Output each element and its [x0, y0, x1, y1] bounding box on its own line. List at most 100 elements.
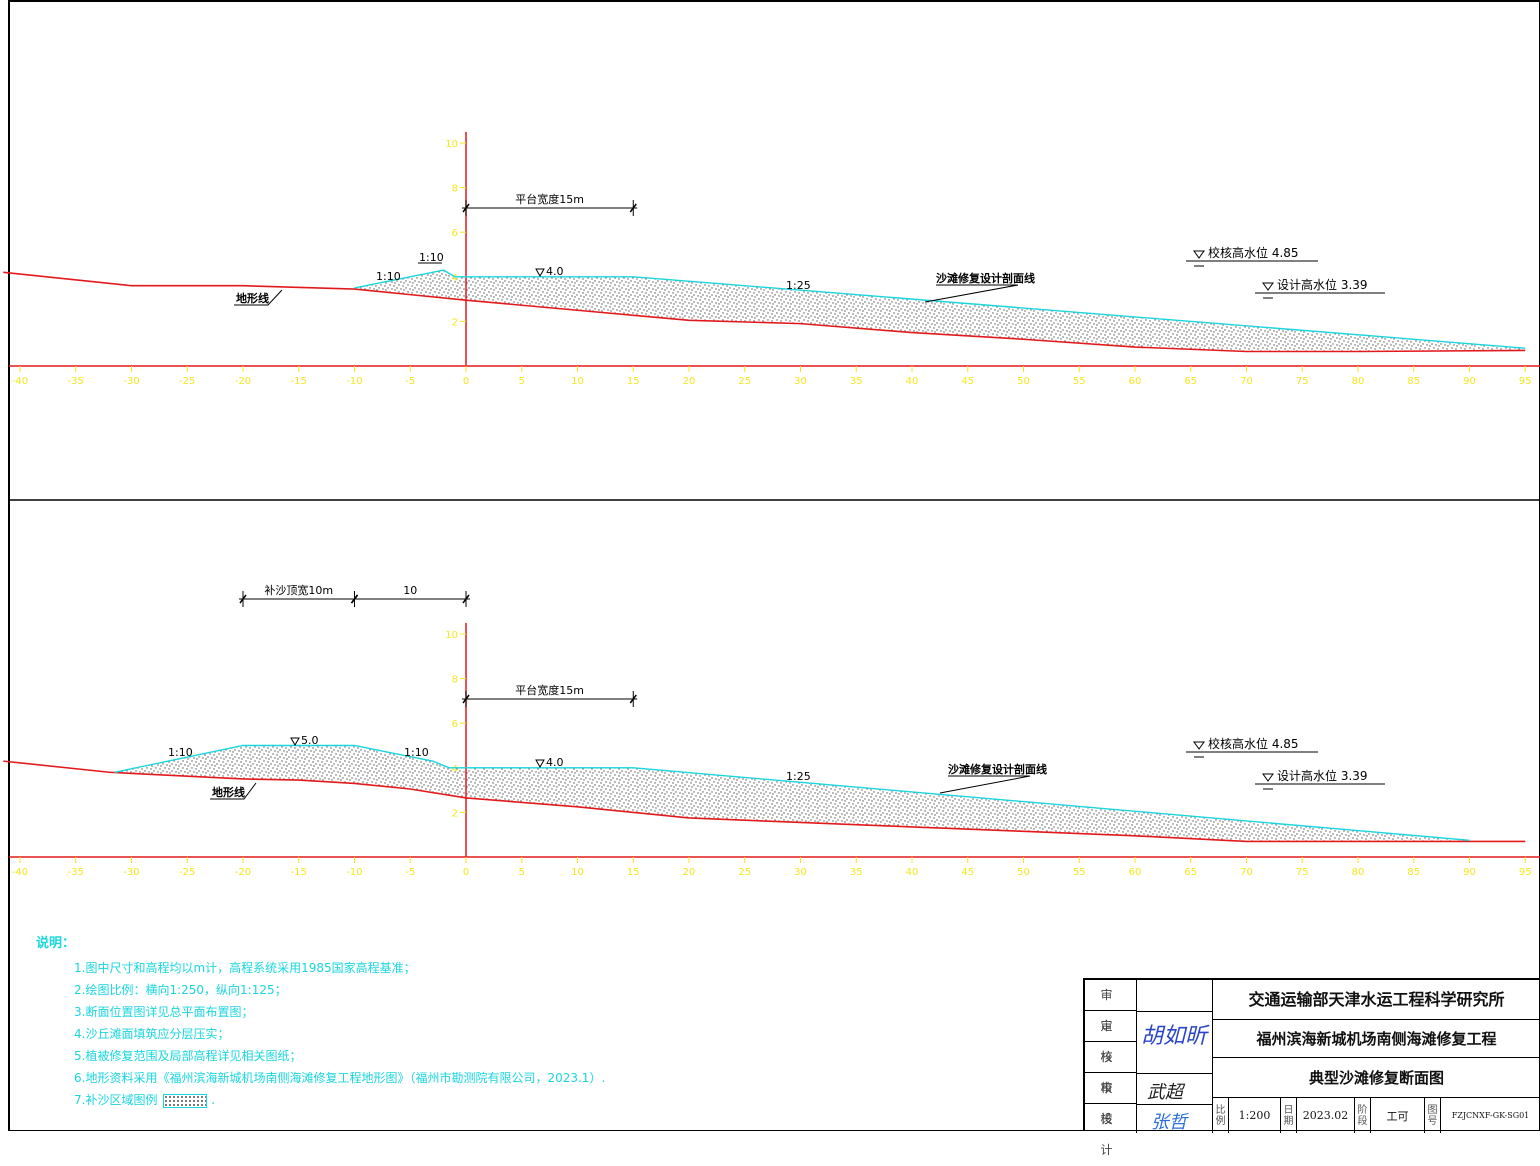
section-1: -40 -35 -30 -25 -20 -15 -10 -5 0 5 10 15 20 25 30 35 40 4…	[3, 131, 1540, 387]
design-line-leader	[924, 284, 1019, 303]
x-tick-label: 10	[571, 867, 584, 878]
terrain-line	[3, 760, 1526, 843]
x-tick-label: 40	[906, 376, 919, 387]
note-item: 2.绘图比例：横向1:250，纵向1:125；	[74, 983, 287, 997]
sand-fill-area	[114, 745, 1470, 842]
stage-label: 阶段	[1355, 1098, 1371, 1133]
sand-fill-area	[354, 270, 1526, 352]
note-item: 1.图中尺寸和高程均以m计，高程系统采用1985国家高程基准；	[74, 961, 416, 975]
x-tick-label: 50	[1017, 376, 1030, 387]
design-high-water-triangle	[1262, 282, 1274, 291]
x-tick-label: 75	[1296, 867, 1309, 878]
x-tick-label: 35	[850, 867, 863, 878]
y-tick-label: 6	[452, 719, 458, 730]
signature-reviewer: 胡如昕	[1141, 1024, 1208, 1049]
x-tick-label: -15	[291, 867, 307, 878]
x-tick-label: 50	[1017, 867, 1030, 878]
sand-fill-legend-swatch	[163, 1093, 208, 1108]
x-tick-label: 5	[519, 376, 525, 387]
x-tick-label: 20	[683, 376, 696, 387]
x-tick-label: 10	[571, 376, 584, 387]
design-line-leader	[939, 775, 1031, 794]
x-tick-label: 45	[961, 376, 974, 387]
x-tick-label: 0	[463, 867, 469, 878]
design-profile-line	[114, 744, 1470, 841]
x-tick-label: 70	[1240, 376, 1253, 387]
note-item: 5.植被修复范围及局部高程详见相关图纸；	[74, 1049, 302, 1063]
terrain-line-leader	[234, 289, 283, 306]
role-design: 设 计	[1085, 1104, 1137, 1157]
date-value: 2023.02	[1297, 1098, 1355, 1133]
scale-label: 比例	[1213, 1098, 1229, 1133]
x-tick-label: -5	[405, 867, 415, 878]
drawing-canvas: -40 -35 -30 -25 -20 -15 -10 -5 0 5 10 15 20 25 30 35 40 4…	[3, 0, 1540, 1131]
institute-name: 交通运输部天津水运工程科学研究所	[1213, 980, 1540, 1020]
terrain-line-label: 地形线	[212, 785, 245, 799]
design-line-label: 沙滩修复设计剖面线	[936, 271, 1035, 285]
role-approve: 审 定	[1085, 980, 1137, 1033]
terrain-line	[3, 271, 1526, 353]
scale-value: 1:200	[1229, 1098, 1281, 1133]
project-name: 福州滨海新城机场南侧海滩修复工程	[1213, 1020, 1540, 1058]
x-tick-label: 60	[1129, 867, 1142, 878]
y-tick-label: 10	[445, 139, 458, 150]
design-high-water-label: 设计高水位 3.39	[1277, 768, 1368, 783]
x-tick-label: 95	[1519, 376, 1532, 387]
x-tick-label: 65	[1184, 376, 1197, 387]
y-tick-label: 8	[452, 675, 458, 686]
x-tick-label: 60	[1129, 376, 1142, 387]
section-2: -40 -35 -30 -25 -20 -15 -10 -5 0 5 10 15 20 25 30 35 40 4…	[3, 583, 1540, 878]
x-tick-label: -35	[68, 376, 84, 387]
extreme-high-water-label: 校核高水位 4.85	[1208, 736, 1299, 751]
y-tick-label: 2	[452, 317, 458, 328]
slope-ratio-left: 1:10	[168, 746, 193, 759]
dimension-slash	[629, 203, 637, 213]
role-review: 审 核	[1085, 1011, 1137, 1064]
x-tick-label: 45	[961, 867, 974, 878]
x-tick-label: 0	[463, 376, 469, 387]
x-tick-label: -35	[68, 867, 84, 878]
date-label: 日期	[1281, 1098, 1297, 1133]
note-item: 3.断面位置图详见总平面布置图；	[74, 1005, 254, 1019]
dimension-label: 补沙顶宽10m	[264, 583, 333, 597]
dimension-label: 平台宽度15m	[515, 192, 584, 206]
note-item-legend: 7.补沙区域图例 .	[74, 1093, 216, 1108]
x-tick-label: 80	[1352, 376, 1365, 387]
x-tick-label: 55	[1073, 376, 1086, 387]
crest-elevation-triangle	[535, 759, 545, 769]
stage-value: 工可	[1371, 1098, 1425, 1133]
dimension-slash	[350, 594, 359, 604]
x-tick-label: 20	[683, 867, 696, 878]
notes-heading: 说明：	[36, 936, 76, 951]
title-block: 审 定 审 核 校 审 校 核 设 计 胡如昕 武超 张哲 交通运输部天津水运工…	[1083, 978, 1540, 1157]
x-tick-label: -40	[12, 376, 28, 387]
dimension-label: 平台宽度15m	[515, 683, 584, 697]
y-tick-label: 8	[452, 184, 458, 195]
dimension-slash	[462, 694, 470, 704]
dimension-slash	[462, 203, 470, 213]
x-tick-label: 25	[738, 376, 751, 387]
x-tick-label: -20	[235, 867, 251, 878]
crest-elevation-label: 4.0	[546, 265, 564, 278]
design-high-water-label: 设计高水位 3.39	[1277, 277, 1368, 292]
extreme-high-water-triangle	[1193, 250, 1205, 259]
slope-ratio-face: 1:25	[786, 279, 811, 292]
dimension-slash	[239, 594, 247, 604]
x-tick-label: 40	[906, 867, 919, 878]
x-tick-label: -30	[123, 867, 139, 878]
x-tick-label: 70	[1240, 867, 1253, 878]
dimension-slash	[629, 694, 637, 704]
x-tick-label: 15	[627, 867, 640, 878]
x-tick-label: 75	[1296, 376, 1309, 387]
y-tick-label: 4	[452, 273, 458, 284]
signature-designer: 张哲	[1151, 1112, 1187, 1133]
x-tick-label: 90	[1463, 867, 1476, 878]
x-tick-label: 55	[1073, 867, 1086, 878]
note-item: 6.地形资料采用《福州滨海新城机场南侧海滩修复工程地形图》（福州市勘测院有限公司…	[74, 1071, 606, 1085]
signature-column: 胡如昕 武超 张哲	[1137, 980, 1213, 1133]
drawing-title: 典型沙滩修复断面图	[1213, 1058, 1540, 1098]
design-high-water-triangle	[1262, 773, 1274, 782]
x-tick-label: -40	[12, 867, 28, 878]
number-label: 图号	[1425, 1098, 1441, 1133]
x-tick-label: -25	[179, 376, 195, 387]
